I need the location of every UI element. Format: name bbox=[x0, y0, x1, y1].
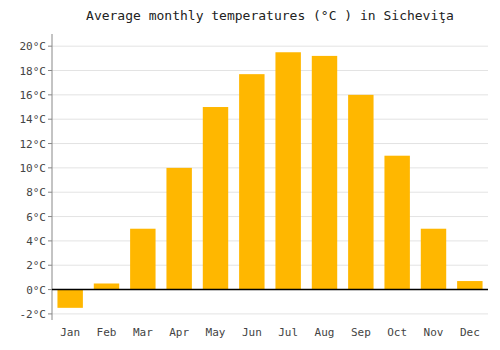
y-tick-label: 14°C bbox=[20, 113, 47, 126]
grid-line bbox=[52, 70, 488, 71]
y-tick bbox=[48, 313, 52, 314]
grid-line bbox=[52, 94, 488, 95]
x-tick-label: Aug bbox=[315, 326, 335, 339]
y-tick-label: -2°C bbox=[20, 308, 47, 321]
y-tick-label: 8°C bbox=[26, 186, 46, 199]
zero-line bbox=[52, 289, 488, 291]
x-tick-label: Dec bbox=[460, 326, 480, 339]
bar bbox=[94, 283, 119, 289]
grid-line bbox=[52, 119, 488, 120]
bar bbox=[166, 168, 191, 290]
x-tick-label: Apr bbox=[169, 326, 189, 339]
y-tick bbox=[48, 167, 52, 168]
y-tick bbox=[48, 289, 52, 290]
bar bbox=[457, 281, 482, 290]
x-axis: Jan Feb Mar Apr May Jun Jul Aug Sep Oct Nov Dec bbox=[60, 326, 480, 339]
y-tick bbox=[48, 143, 52, 144]
bar bbox=[57, 290, 82, 308]
y-tick-label: 16°C bbox=[20, 89, 47, 102]
x-tick-label: Jan bbox=[60, 326, 80, 339]
y-tick-label: 0°C bbox=[26, 284, 46, 297]
grid-line bbox=[52, 289, 488, 290]
x-tick-label: Feb bbox=[97, 326, 117, 339]
x-tick-label: Mar bbox=[133, 326, 153, 339]
y-tick bbox=[48, 216, 52, 217]
y-tick bbox=[48, 119, 52, 120]
y-tick-label: 6°C bbox=[26, 211, 46, 224]
grid-line bbox=[52, 313, 488, 314]
page: {"chart_data": {"type": "bar", "title": … bbox=[0, 0, 500, 350]
y-tick-label: 4°C bbox=[26, 235, 46, 248]
bar bbox=[239, 74, 264, 289]
bar bbox=[130, 229, 155, 290]
grid bbox=[52, 46, 488, 314]
bar bbox=[312, 56, 337, 290]
x-tick-label: Jun bbox=[242, 326, 262, 339]
y-tick-label: 18°C bbox=[20, 65, 47, 78]
bar bbox=[421, 229, 446, 290]
y-tick bbox=[48, 265, 52, 266]
y-axis-line bbox=[52, 34, 53, 320]
chart: Average monthly temperatures (°C ) in Si… bbox=[0, 0, 500, 350]
bar bbox=[384, 156, 409, 290]
grid-line bbox=[52, 143, 488, 144]
bar bbox=[348, 95, 373, 290]
grid-line bbox=[52, 167, 488, 168]
bar bbox=[275, 52, 300, 289]
y-tick-label: 20°C bbox=[20, 40, 47, 53]
chart-container: Average monthly temperatures (°C ) in Si… bbox=[0, 0, 500, 350]
grid-line bbox=[52, 46, 488, 47]
y-axis: -2°C 0°C 2°C 4°C 6°C 8°C 10°C 12°C 14°C 16°C 18°C 2… bbox=[20, 34, 53, 321]
x-tick-label: May bbox=[206, 326, 226, 339]
y-tick-label: 2°C bbox=[26, 259, 46, 272]
y-tick bbox=[48, 240, 52, 241]
y-tick bbox=[48, 94, 52, 95]
y-tick bbox=[48, 70, 52, 71]
grid-line bbox=[52, 192, 488, 193]
x-tick-label: Sep bbox=[351, 326, 371, 339]
x-tick-label: Jul bbox=[278, 326, 298, 339]
y-tick bbox=[48, 192, 52, 193]
x-tick-label: Oct bbox=[387, 326, 407, 339]
y-tick-label: 10°C bbox=[20, 162, 47, 175]
grid-line bbox=[52, 216, 488, 217]
bar bbox=[203, 107, 228, 290]
y-tick-label: 12°C bbox=[20, 138, 47, 151]
bars bbox=[57, 52, 482, 308]
x-tick-label: Nov bbox=[424, 326, 444, 339]
title: Average monthly temperatures (°C ) in Si… bbox=[86, 8, 454, 23]
y-tick bbox=[48, 46, 52, 47]
